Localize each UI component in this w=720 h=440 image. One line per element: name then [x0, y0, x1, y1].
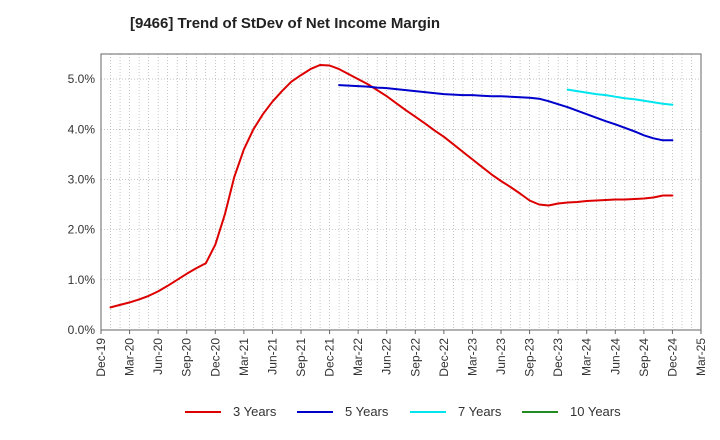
x-tick-label: Mar-23 [465, 338, 479, 376]
x-tick-label: Mar-20 [123, 338, 137, 376]
series-line-3-years [109, 64, 674, 309]
x-tick-label: Mar-21 [237, 338, 251, 376]
legend-item-5-years: 5 Years [297, 404, 388, 419]
chart-title: [9466] Trend of StDev of Net Income Marg… [130, 15, 441, 32]
legend-swatch-7-years [410, 410, 446, 413]
legend-swatch-5-years [297, 410, 333, 413]
x-tick-label: Mar-25 [694, 338, 708, 376]
y-tick-label: 1.0% [68, 273, 96, 287]
legend-swatch-3-years [185, 410, 221, 413]
series-lines [109, 64, 674, 309]
axes: 0.0% 1.0% 2.0% 3.0% 4.0% 5.0% Dec-19 Mar-20 Jun-… [68, 53, 708, 377]
legend: 3 Years 5 Years 7 Years 10 Years [0, 404, 720, 426]
x-tick-label: Mar-22 [351, 338, 365, 376]
x-tick-label: Dec-23 [551, 338, 565, 377]
y-tick-label: 2.0% [68, 223, 96, 237]
legend-label-10-years: 10 Years [570, 404, 621, 419]
x-tick-label: Sep-21 [294, 338, 308, 377]
legend-label-3-years: 3 Years [233, 404, 277, 419]
x-tick-label: Jun-20 [151, 338, 165, 375]
legend-item-10-years: 10 Years [522, 404, 621, 419]
y-tick-label: 4.0% [68, 122, 96, 136]
series-line-7-years [566, 88, 674, 106]
x-tick-label: Jun-22 [380, 338, 394, 375]
legend-item-3-years: 3 Years [185, 404, 276, 419]
x-tick-label: Dec-20 [208, 338, 222, 377]
x-tick-label: Jun-23 [494, 338, 508, 375]
x-tick-label: Sep-24 [637, 338, 651, 377]
y-tick-label: 3.0% [68, 172, 96, 186]
plot-frame [100, 53, 702, 331]
legend-item-7-years: 7 Years [410, 404, 501, 419]
x-tick-label: Mar-24 [580, 338, 594, 376]
legend-label-7-years: 7 Years [458, 404, 502, 419]
x-tick-label: Dec-21 [323, 338, 337, 377]
x-tick-label: Sep-23 [523, 338, 537, 377]
y-tick-label: 0.0% [68, 323, 96, 337]
x-tick-label: Jun-24 [608, 338, 622, 375]
x-tick-label: Dec-19 [94, 338, 108, 377]
y-tick-label: 5.0% [68, 72, 96, 86]
legend-swatch-10-years [522, 410, 558, 413]
x-tick-label: Sep-20 [180, 338, 194, 377]
legend-label-5-years: 5 Years [345, 404, 389, 419]
grid [100, 54, 702, 330]
x-tick-label: Dec-22 [437, 338, 451, 377]
x-tick-label: Sep-22 [408, 338, 422, 377]
series-line-5-years [338, 84, 674, 142]
line-chart: 0.0% 1.0% 2.0% 3.0% 4.0% 5.0% Dec-19 Mar-20 Jun-… [68, 53, 708, 377]
x-tick-label: Dec-24 [665, 338, 679, 377]
x-tick-label: Jun-21 [265, 338, 279, 375]
